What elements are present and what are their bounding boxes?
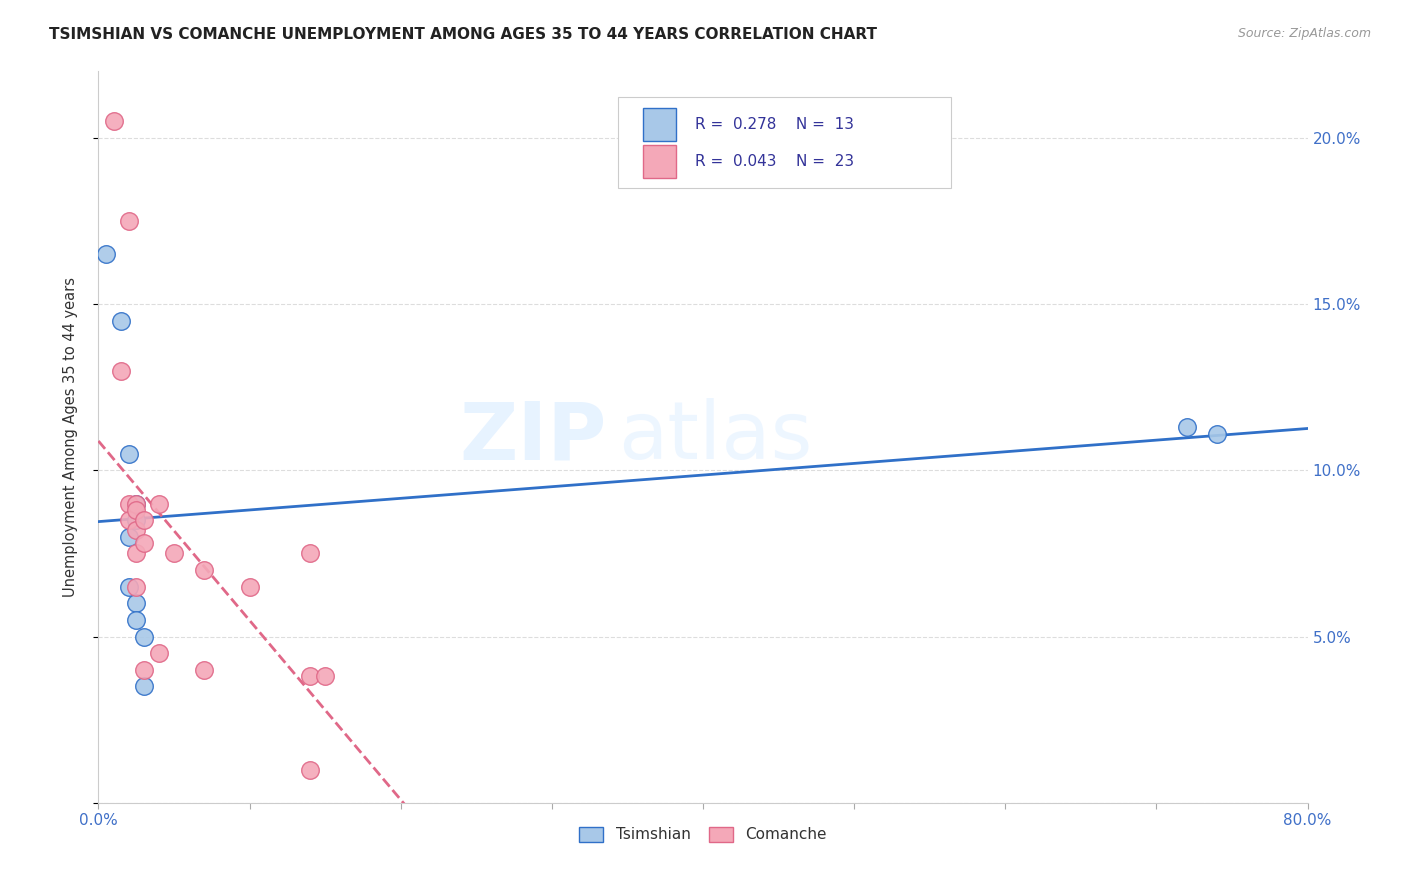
Point xyxy=(163,546,186,560)
Point xyxy=(125,580,148,594)
FancyBboxPatch shape xyxy=(619,97,950,188)
Text: R =  0.278    N =  13: R = 0.278 N = 13 xyxy=(695,117,853,132)
Point xyxy=(314,669,336,683)
Text: ZIP: ZIP xyxy=(458,398,606,476)
Point xyxy=(110,363,132,377)
Text: atlas: atlas xyxy=(619,398,813,476)
Point xyxy=(125,523,148,537)
Point xyxy=(125,503,148,517)
Point xyxy=(148,497,170,511)
FancyBboxPatch shape xyxy=(643,145,676,178)
Point xyxy=(132,630,155,644)
Point xyxy=(118,530,141,544)
Point xyxy=(125,497,148,511)
Point xyxy=(118,214,141,228)
Point xyxy=(148,646,170,660)
Text: R =  0.043    N =  23: R = 0.043 N = 23 xyxy=(695,153,853,169)
Point xyxy=(193,663,215,677)
Point xyxy=(110,314,132,328)
Point xyxy=(125,596,148,610)
Point xyxy=(193,563,215,577)
Point xyxy=(118,513,141,527)
Point xyxy=(132,680,155,694)
Legend: Tsimshian, Comanche: Tsimshian, Comanche xyxy=(571,819,835,850)
Point xyxy=(132,663,155,677)
Point xyxy=(118,580,141,594)
FancyBboxPatch shape xyxy=(643,108,676,141)
Point xyxy=(94,247,117,261)
Point xyxy=(103,114,125,128)
Point xyxy=(132,536,155,550)
Point xyxy=(299,669,322,683)
Point xyxy=(118,497,141,511)
Text: TSIMSHIAN VS COMANCHE UNEMPLOYMENT AMONG AGES 35 TO 44 YEARS CORRELATION CHART: TSIMSHIAN VS COMANCHE UNEMPLOYMENT AMONG… xyxy=(49,27,877,42)
Point xyxy=(299,546,322,560)
Y-axis label: Unemployment Among Ages 35 to 44 years: Unemployment Among Ages 35 to 44 years xyxy=(63,277,77,597)
Text: Source: ZipAtlas.com: Source: ZipAtlas.com xyxy=(1237,27,1371,40)
Point xyxy=(118,447,141,461)
Point xyxy=(132,513,155,527)
Point xyxy=(1175,420,1198,434)
Point xyxy=(125,613,148,627)
Point xyxy=(125,497,148,511)
Point xyxy=(299,763,322,777)
Point xyxy=(125,513,148,527)
Point xyxy=(125,546,148,560)
Point xyxy=(239,580,262,594)
Point xyxy=(1206,426,1229,441)
